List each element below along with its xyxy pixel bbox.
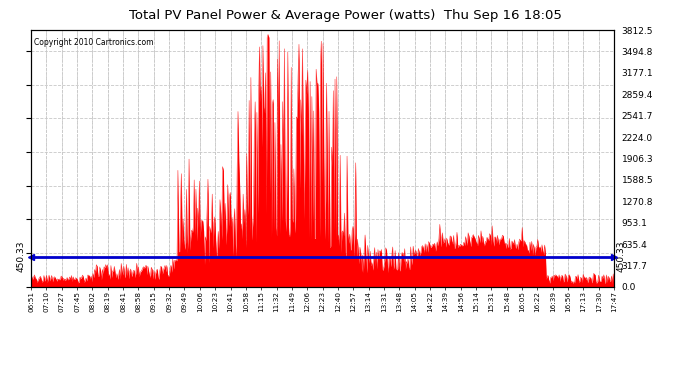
Text: Total PV Panel Power & Average Power (watts)  Thu Sep 16 18:05: Total PV Panel Power & Average Power (wa…	[128, 9, 562, 22]
Text: Copyright 2010 Cartronics.com: Copyright 2010 Cartronics.com	[34, 38, 153, 47]
Text: 450.33: 450.33	[17, 241, 26, 272]
Text: 450.33: 450.33	[617, 241, 626, 272]
